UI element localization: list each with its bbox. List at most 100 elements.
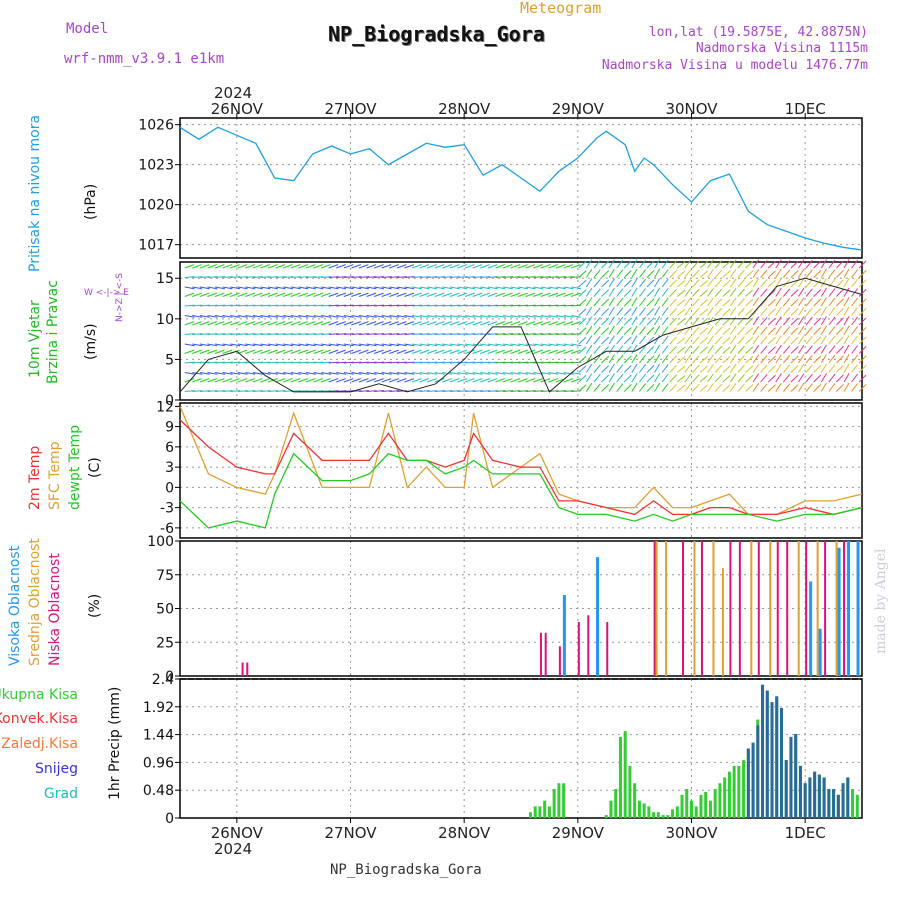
- wind-barb: [442, 349, 452, 354]
- wind-barb: [775, 373, 782, 383]
- wind-barb: [798, 363, 805, 373]
- wind-barb: [623, 270, 632, 278]
- wind-barb: [654, 363, 661, 373]
- wind-barb: [343, 333, 354, 335]
- date-label-top: 28NOV: [438, 100, 491, 118]
- wind-barb: [268, 390, 279, 392]
- y-tick-label: 25: [156, 635, 174, 651]
- wind-barb: [843, 259, 850, 269]
- wind-barb: [707, 278, 714, 288]
- wind-barb: [487, 390, 498, 392]
- wind-barb: [480, 349, 490, 354]
- wind-barb: [722, 308, 731, 316]
- wind-barb: [813, 298, 822, 307]
- wind-barb: [616, 278, 624, 288]
- wind-barb: [283, 349, 293, 354]
- wind-barb: [623, 289, 632, 297]
- snow-bar: [836, 794, 840, 818]
- wind-barb: [752, 297, 760, 307]
- wind-barb: [654, 287, 661, 297]
- wind-barb: [434, 349, 445, 354]
- wind-barb: [813, 289, 822, 297]
- wind-barb: [843, 268, 850, 278]
- wind-barb: [578, 289, 587, 297]
- wind-barb: [843, 316, 850, 326]
- wind-barb: [290, 315, 301, 318]
- wind-barb: [699, 289, 708, 297]
- wind-barb: [684, 345, 692, 354]
- wind-barb: [661, 288, 669, 297]
- wind-barb: [374, 378, 384, 383]
- wind-barb: [215, 361, 226, 364]
- wind-barb: [381, 315, 392, 318]
- date-label-bottom: 28NOV: [438, 824, 491, 842]
- wind-barb: [381, 361, 392, 364]
- wind-barb: [495, 292, 505, 297]
- wind-barb: [199, 321, 210, 326]
- wind-barb: [548, 321, 559, 326]
- wind-barb: [752, 278, 760, 288]
- wind-barb: [389, 378, 399, 383]
- rain-bar: [623, 731, 627, 818]
- wind-barb: [320, 378, 331, 383]
- wind-barb: [207, 321, 218, 326]
- wind-barb: [267, 321, 278, 326]
- wind-barb: [313, 276, 324, 278]
- snow-bar: [813, 771, 817, 818]
- wind-barb: [472, 333, 483, 335]
- wind-barb: [487, 372, 498, 375]
- wind-barb: [237, 343, 248, 347]
- wind-barb: [389, 372, 400, 375]
- wind-barb: [540, 343, 551, 347]
- wind-barb: [328, 292, 339, 297]
- wind-barb: [608, 297, 615, 307]
- wind-barb: [434, 315, 445, 318]
- wind-barb: [608, 316, 615, 326]
- wind-barb: [487, 276, 498, 278]
- wind-barb: [820, 382, 827, 392]
- wind-barb: [184, 349, 195, 354]
- wind-barb: [760, 364, 768, 373]
- y-tick-label: 12: [156, 399, 174, 415]
- wind-barb: [343, 343, 354, 347]
- wind-barb: [518, 390, 529, 392]
- wind-barb: [502, 333, 514, 335]
- wind-barb: [465, 361, 476, 364]
- wind-barb: [601, 336, 610, 345]
- wind-barb: [404, 286, 415, 290]
- wind-barb: [623, 374, 632, 383]
- wind-barb: [464, 321, 475, 326]
- wind-barb: [699, 299, 708, 307]
- wind-barb: [836, 317, 844, 326]
- wind-barb: [502, 292, 513, 297]
- wind-barb: [434, 372, 445, 375]
- wind-barb: [283, 276, 294, 278]
- wind-barb: [752, 363, 760, 373]
- wind-barb: [805, 316, 813, 326]
- wind-barb: [585, 287, 593, 297]
- wind-barb: [578, 270, 587, 278]
- wind-barb: [790, 270, 799, 278]
- wind-barb: [396, 361, 407, 364]
- wind-barb: [449, 286, 460, 290]
- wind-barb: [184, 343, 195, 347]
- wind-barb: [525, 372, 536, 375]
- wind-barb: [775, 335, 782, 345]
- wind-barb: [305, 333, 316, 335]
- wind-barb: [578, 374, 587, 383]
- wind-barb: [813, 365, 822, 373]
- wind-barb: [676, 375, 686, 383]
- wind-barb: [260, 333, 271, 335]
- rain-bar: [666, 815, 670, 818]
- wind-barb: [767, 355, 776, 364]
- wind-barb: [404, 264, 415, 269]
- wind-barb: [836, 270, 844, 278]
- wind-barb: [381, 343, 392, 347]
- cloud-bar: [757, 541, 760, 676]
- wind-barb: [351, 321, 361, 326]
- wind-barb: [321, 276, 332, 278]
- wind-barb: [305, 321, 316, 326]
- wind-barb: [533, 321, 543, 326]
- wind-barb: [404, 321, 415, 326]
- wind-barb: [184, 321, 195, 326]
